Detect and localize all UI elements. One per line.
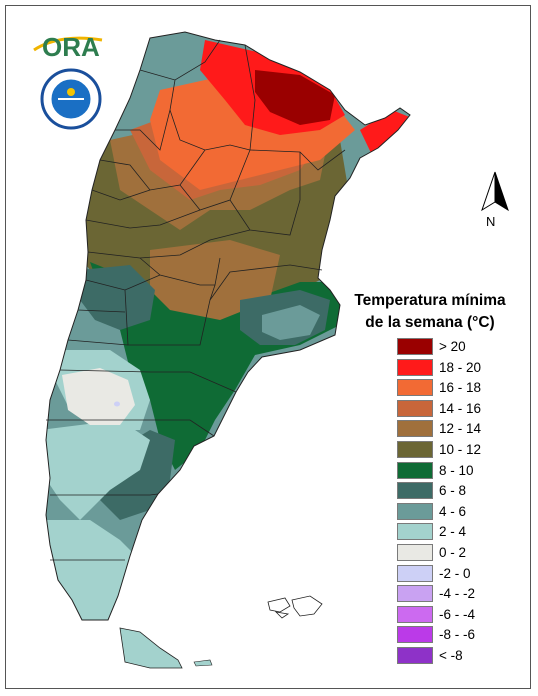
legend-label: 16 - 18 bbox=[439, 380, 482, 396]
legend-swatch bbox=[397, 420, 433, 438]
legend-label: 4 - 6 bbox=[439, 503, 467, 519]
legend-item: 8 - 10 bbox=[397, 461, 517, 481]
legend-swatch bbox=[397, 564, 433, 582]
zone-minus2-0 bbox=[114, 401, 120, 407]
legend-item: -6 - -4 bbox=[397, 605, 517, 625]
legend-item: < -8 bbox=[397, 647, 517, 666]
legend-swatch bbox=[397, 585, 433, 603]
legend-swatch bbox=[397, 358, 433, 376]
legend-item: -4 - -2 bbox=[397, 585, 517, 604]
legend-title-line2: de la semana (°C) bbox=[365, 314, 495, 331]
legend-item: 12 - 14 bbox=[397, 420, 517, 439]
legend-label: 10 - 12 bbox=[439, 442, 482, 457]
legend-item: -2 - 0 bbox=[397, 564, 517, 584]
zone-18-20 bbox=[360, 110, 410, 155]
legend-item: 10 - 12 bbox=[397, 441, 517, 460]
legend-item: 4 - 6 bbox=[397, 502, 517, 522]
legend-swatch bbox=[397, 338, 433, 355]
legend-item: -8 - -6 bbox=[397, 626, 517, 645]
malvinas-islands bbox=[267, 595, 323, 619]
legend-label: 6 - 8 bbox=[439, 483, 467, 499]
legend-item: 2 - 4 bbox=[397, 523, 517, 542]
legend-label: -6 - -4 bbox=[439, 606, 476, 622]
legend-label: 8 - 10 bbox=[439, 462, 474, 478]
legend-label: > 20 bbox=[439, 339, 466, 354]
legend-swatch bbox=[397, 379, 433, 397]
legend-swatch bbox=[397, 399, 433, 417]
legend-label: -2 - 0 bbox=[439, 565, 471, 581]
legend-label: < -8 bbox=[439, 648, 463, 663]
zone-0-2 bbox=[62, 368, 135, 425]
north-arrow-icon bbox=[481, 171, 509, 212]
legend-item: 0 - 2 bbox=[397, 544, 517, 563]
ora-logo-text: ORA bbox=[42, 32, 100, 62]
province-borders bbox=[45, 31, 411, 621]
ora-logo: ORA bbox=[33, 32, 103, 62]
legend-item: 18 - 20 bbox=[397, 358, 517, 378]
legend-label: 12 - 14 bbox=[439, 421, 482, 437]
legend-swatch bbox=[397, 523, 433, 541]
legend-label: 0 - 2 bbox=[439, 545, 467, 560]
legend-swatch bbox=[397, 626, 433, 644]
zone-4-6 bbox=[262, 305, 320, 340]
legend-swatch bbox=[397, 605, 433, 623]
legend-swatch bbox=[397, 441, 433, 458]
legend-label: 18 - 20 bbox=[439, 359, 482, 375]
legend: Temperatura mínima de la semana (°C) > 2… bbox=[340, 290, 520, 664]
legend-swatch bbox=[397, 647, 433, 664]
zone-above-20 bbox=[255, 70, 335, 125]
legend-item: > 20 bbox=[397, 338, 517, 357]
legend-swatch bbox=[397, 482, 433, 500]
legend-item: 16 - 18 bbox=[397, 379, 517, 398]
legend-title-line1: Temperatura mínima bbox=[354, 292, 506, 309]
island bbox=[193, 659, 213, 667]
legend-item: 14 - 16 bbox=[397, 399, 517, 419]
zone-6-8 bbox=[80, 265, 155, 330]
north-label: N bbox=[486, 214, 496, 229]
tierra-del-fuego bbox=[119, 627, 183, 669]
legend-label: -4 - -2 bbox=[439, 586, 476, 602]
legend-item: 6 - 8 bbox=[397, 482, 517, 501]
legend-swatch bbox=[397, 544, 433, 561]
legend-label: -8 - -6 bbox=[439, 627, 476, 643]
legend-label: 14 - 16 bbox=[439, 400, 482, 416]
legend-label: 2 - 4 bbox=[439, 524, 467, 540]
legend-swatch bbox=[397, 502, 433, 520]
smn-seal-logo bbox=[40, 68, 102, 130]
legend-swatch bbox=[397, 461, 433, 479]
